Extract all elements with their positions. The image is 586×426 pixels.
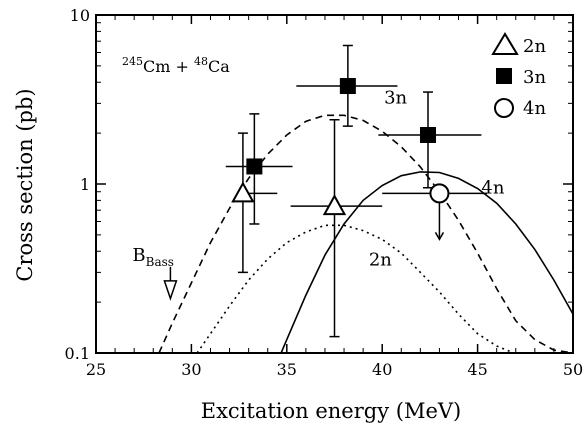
curve-3n bbox=[158, 114, 574, 354]
circle-marker bbox=[429, 183, 450, 204]
legend: 2n 3n 4n bbox=[491, 32, 546, 119]
triangle-marker bbox=[322, 194, 347, 216]
bass-label: BBass bbox=[132, 245, 174, 269]
legend-marker-2n bbox=[491, 32, 519, 55]
x-tick-label: 35 bbox=[277, 360, 297, 379]
x-tick-label: 45 bbox=[467, 360, 487, 379]
data-point-2n bbox=[231, 132, 278, 274]
square-marker bbox=[246, 158, 263, 175]
model-curves bbox=[158, 114, 574, 354]
bass-barrier-marker: BBass bbox=[132, 245, 178, 301]
square-marker bbox=[339, 78, 356, 95]
triangle-marker bbox=[231, 181, 255, 203]
data-point-3n bbox=[225, 113, 293, 225]
curve-label-3n: 3n bbox=[384, 87, 407, 108]
legend-marker-3n bbox=[496, 68, 512, 84]
bass-arrow-head bbox=[163, 280, 178, 301]
upper-limit-arrowhead bbox=[434, 232, 445, 241]
y-tick-label: 10 bbox=[70, 6, 90, 25]
data-points bbox=[225, 44, 488, 338]
square-marker bbox=[419, 126, 436, 143]
curve-label-4n: 4n bbox=[481, 177, 504, 198]
x-tick-label: 40 bbox=[372, 360, 392, 379]
curve-label-2n: 2n bbox=[369, 249, 392, 270]
x-tick-label: 50 bbox=[563, 360, 583, 379]
legend-marker-4n bbox=[494, 98, 514, 118]
x-axis-label: Excitation energy (MeV) bbox=[201, 399, 462, 423]
y-axis-label: Cross section (pb) bbox=[13, 88, 37, 281]
legend-label-2n: 2n bbox=[523, 36, 546, 57]
data-point-3n bbox=[296, 44, 398, 127]
legend-label-4n: 4n bbox=[523, 98, 546, 119]
data-point-4n bbox=[382, 183, 488, 241]
reaction-label: 245Cm + 48Ca bbox=[122, 55, 230, 76]
legend-label-3n: 3n bbox=[523, 67, 546, 88]
curve-annotations: 3n 2n 4n bbox=[369, 87, 505, 270]
y-tick-label: 0.1 bbox=[65, 344, 90, 363]
curve-4n bbox=[280, 171, 574, 354]
y-tick-label: 1 bbox=[80, 175, 90, 194]
data-point-2n bbox=[290, 118, 383, 338]
x-tick-label: 25 bbox=[86, 360, 106, 379]
axis-ticks: 25 30 35 40 45 50 0.1 1 10 bbox=[65, 6, 584, 379]
curve-2n bbox=[196, 224, 515, 354]
x-tick-label: 30 bbox=[181, 360, 201, 379]
